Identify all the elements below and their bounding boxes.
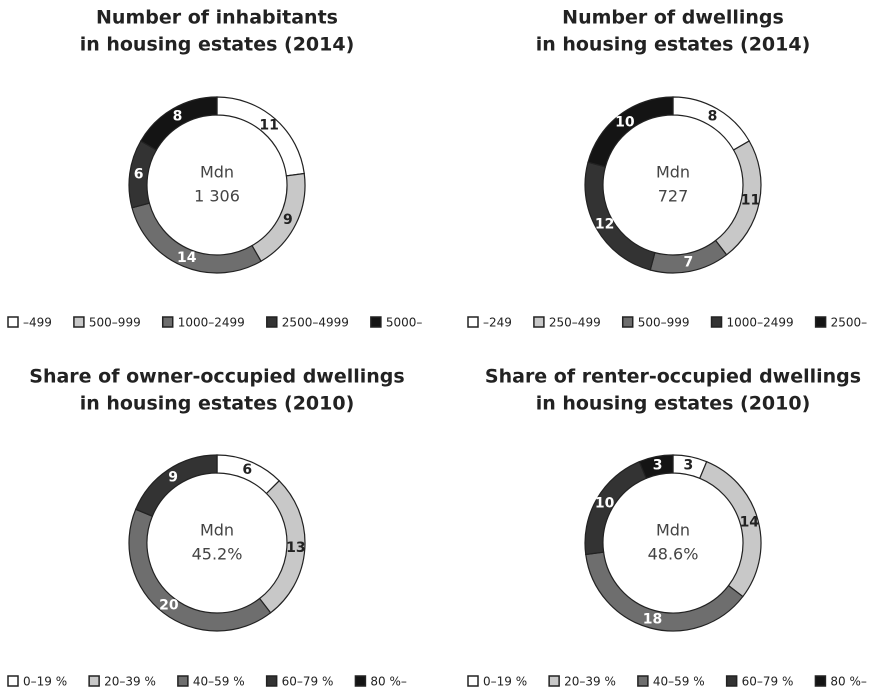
center-label: 727 xyxy=(658,187,689,206)
legend-swatch xyxy=(710,316,723,328)
legend-label: 1000–2499 xyxy=(727,316,794,330)
legend-label: 40–59 % xyxy=(653,675,705,689)
segment-label: 13 xyxy=(286,540,305,556)
donut-segment xyxy=(251,172,306,263)
legend-label: 0–19 % xyxy=(23,675,67,689)
legend-swatch xyxy=(725,675,738,687)
segment-label: 14 xyxy=(740,515,760,531)
donut-segment xyxy=(134,454,218,517)
segment-label: 20 xyxy=(159,598,179,614)
legend-swatch xyxy=(533,316,545,328)
segment-label: 3 xyxy=(653,458,663,474)
segment-label: 11 xyxy=(741,192,760,208)
segment-label: 7 xyxy=(684,254,694,270)
legend-swatch xyxy=(621,316,634,328)
chart-title: Share of renter-occupied dwellings xyxy=(485,366,861,388)
segment-label: 14 xyxy=(177,250,197,266)
segment-label: 10 xyxy=(595,496,615,512)
center-label: Mdn xyxy=(656,163,690,182)
legend-label: 0–19 % xyxy=(483,675,527,689)
chart-title: Number of inhabitants xyxy=(96,7,338,29)
legend-label: 500–999 xyxy=(89,316,141,330)
segment-label: 18 xyxy=(643,611,662,627)
legend-label: 500–999 xyxy=(638,316,690,330)
legend-swatch xyxy=(548,675,560,687)
legend-swatch xyxy=(177,675,189,687)
legend-label: 5000– xyxy=(386,316,423,330)
donut-segment xyxy=(585,551,744,632)
donut-segment xyxy=(587,96,674,168)
chart-title: in housing estates (2010) xyxy=(80,393,355,415)
center-label: 1 306 xyxy=(194,187,240,206)
segment-label: 9 xyxy=(283,212,293,228)
segment-label: 6 xyxy=(134,167,144,183)
donut-segment xyxy=(139,96,218,151)
segment-label: 3 xyxy=(684,458,694,474)
legend-swatch xyxy=(73,316,85,328)
legend-label: 20–39 % xyxy=(104,675,156,689)
legend-label: 2500– xyxy=(831,316,868,330)
legend-swatch xyxy=(266,316,278,328)
center-label: Mdn xyxy=(200,521,234,540)
legend-swatch xyxy=(467,316,479,328)
legend-label: –499 xyxy=(23,316,52,330)
segment-label: 8 xyxy=(173,109,183,125)
chart-title: in housing estates (2014) xyxy=(536,34,811,56)
legend-label: 1000–2499 xyxy=(178,316,245,330)
legend-swatch xyxy=(637,675,649,687)
legend-swatch xyxy=(814,316,827,328)
legend-swatch xyxy=(7,675,19,687)
segment-label: 9 xyxy=(168,469,178,485)
legend-swatch xyxy=(265,675,278,687)
legend-swatch xyxy=(88,675,100,687)
segment-label: 11 xyxy=(259,118,278,134)
legend-swatch xyxy=(814,675,827,687)
legend-label: 80 %– xyxy=(370,675,407,689)
legend-label: 60–79 % xyxy=(742,675,794,689)
legend-swatch xyxy=(354,675,367,687)
legend-label: 40–59 % xyxy=(193,675,245,689)
segment-label: 12 xyxy=(595,217,614,233)
legend-swatch xyxy=(7,316,19,328)
chart-title: Share of owner-occupied dwellings xyxy=(29,366,404,388)
segment-label: 10 xyxy=(615,114,635,130)
chart-title: Number of dwellings xyxy=(562,7,784,29)
center-label: Mdn xyxy=(656,521,690,540)
chart-title: in housing estates (2010) xyxy=(536,393,811,415)
legend-label: 250–499 xyxy=(549,316,601,330)
legend-label: –249 xyxy=(483,316,512,330)
segment-label: 8 xyxy=(708,109,718,125)
donut-segment xyxy=(638,454,674,480)
segment-label: 6 xyxy=(242,462,252,478)
legend-swatch xyxy=(161,316,174,328)
center-label: Mdn xyxy=(200,163,234,182)
center-label: 45.2% xyxy=(192,545,243,564)
chart-title: in housing estates (2014) xyxy=(80,34,355,56)
legend-swatch xyxy=(467,675,479,687)
legend-label: 80 %– xyxy=(830,675,867,689)
legend-label: 20–39 % xyxy=(564,675,616,689)
legend-label: 2500–4999 xyxy=(282,316,349,330)
center-label: 48.6% xyxy=(648,545,699,564)
legend-label: 60–79 % xyxy=(282,675,334,689)
legend-swatch xyxy=(370,316,382,328)
